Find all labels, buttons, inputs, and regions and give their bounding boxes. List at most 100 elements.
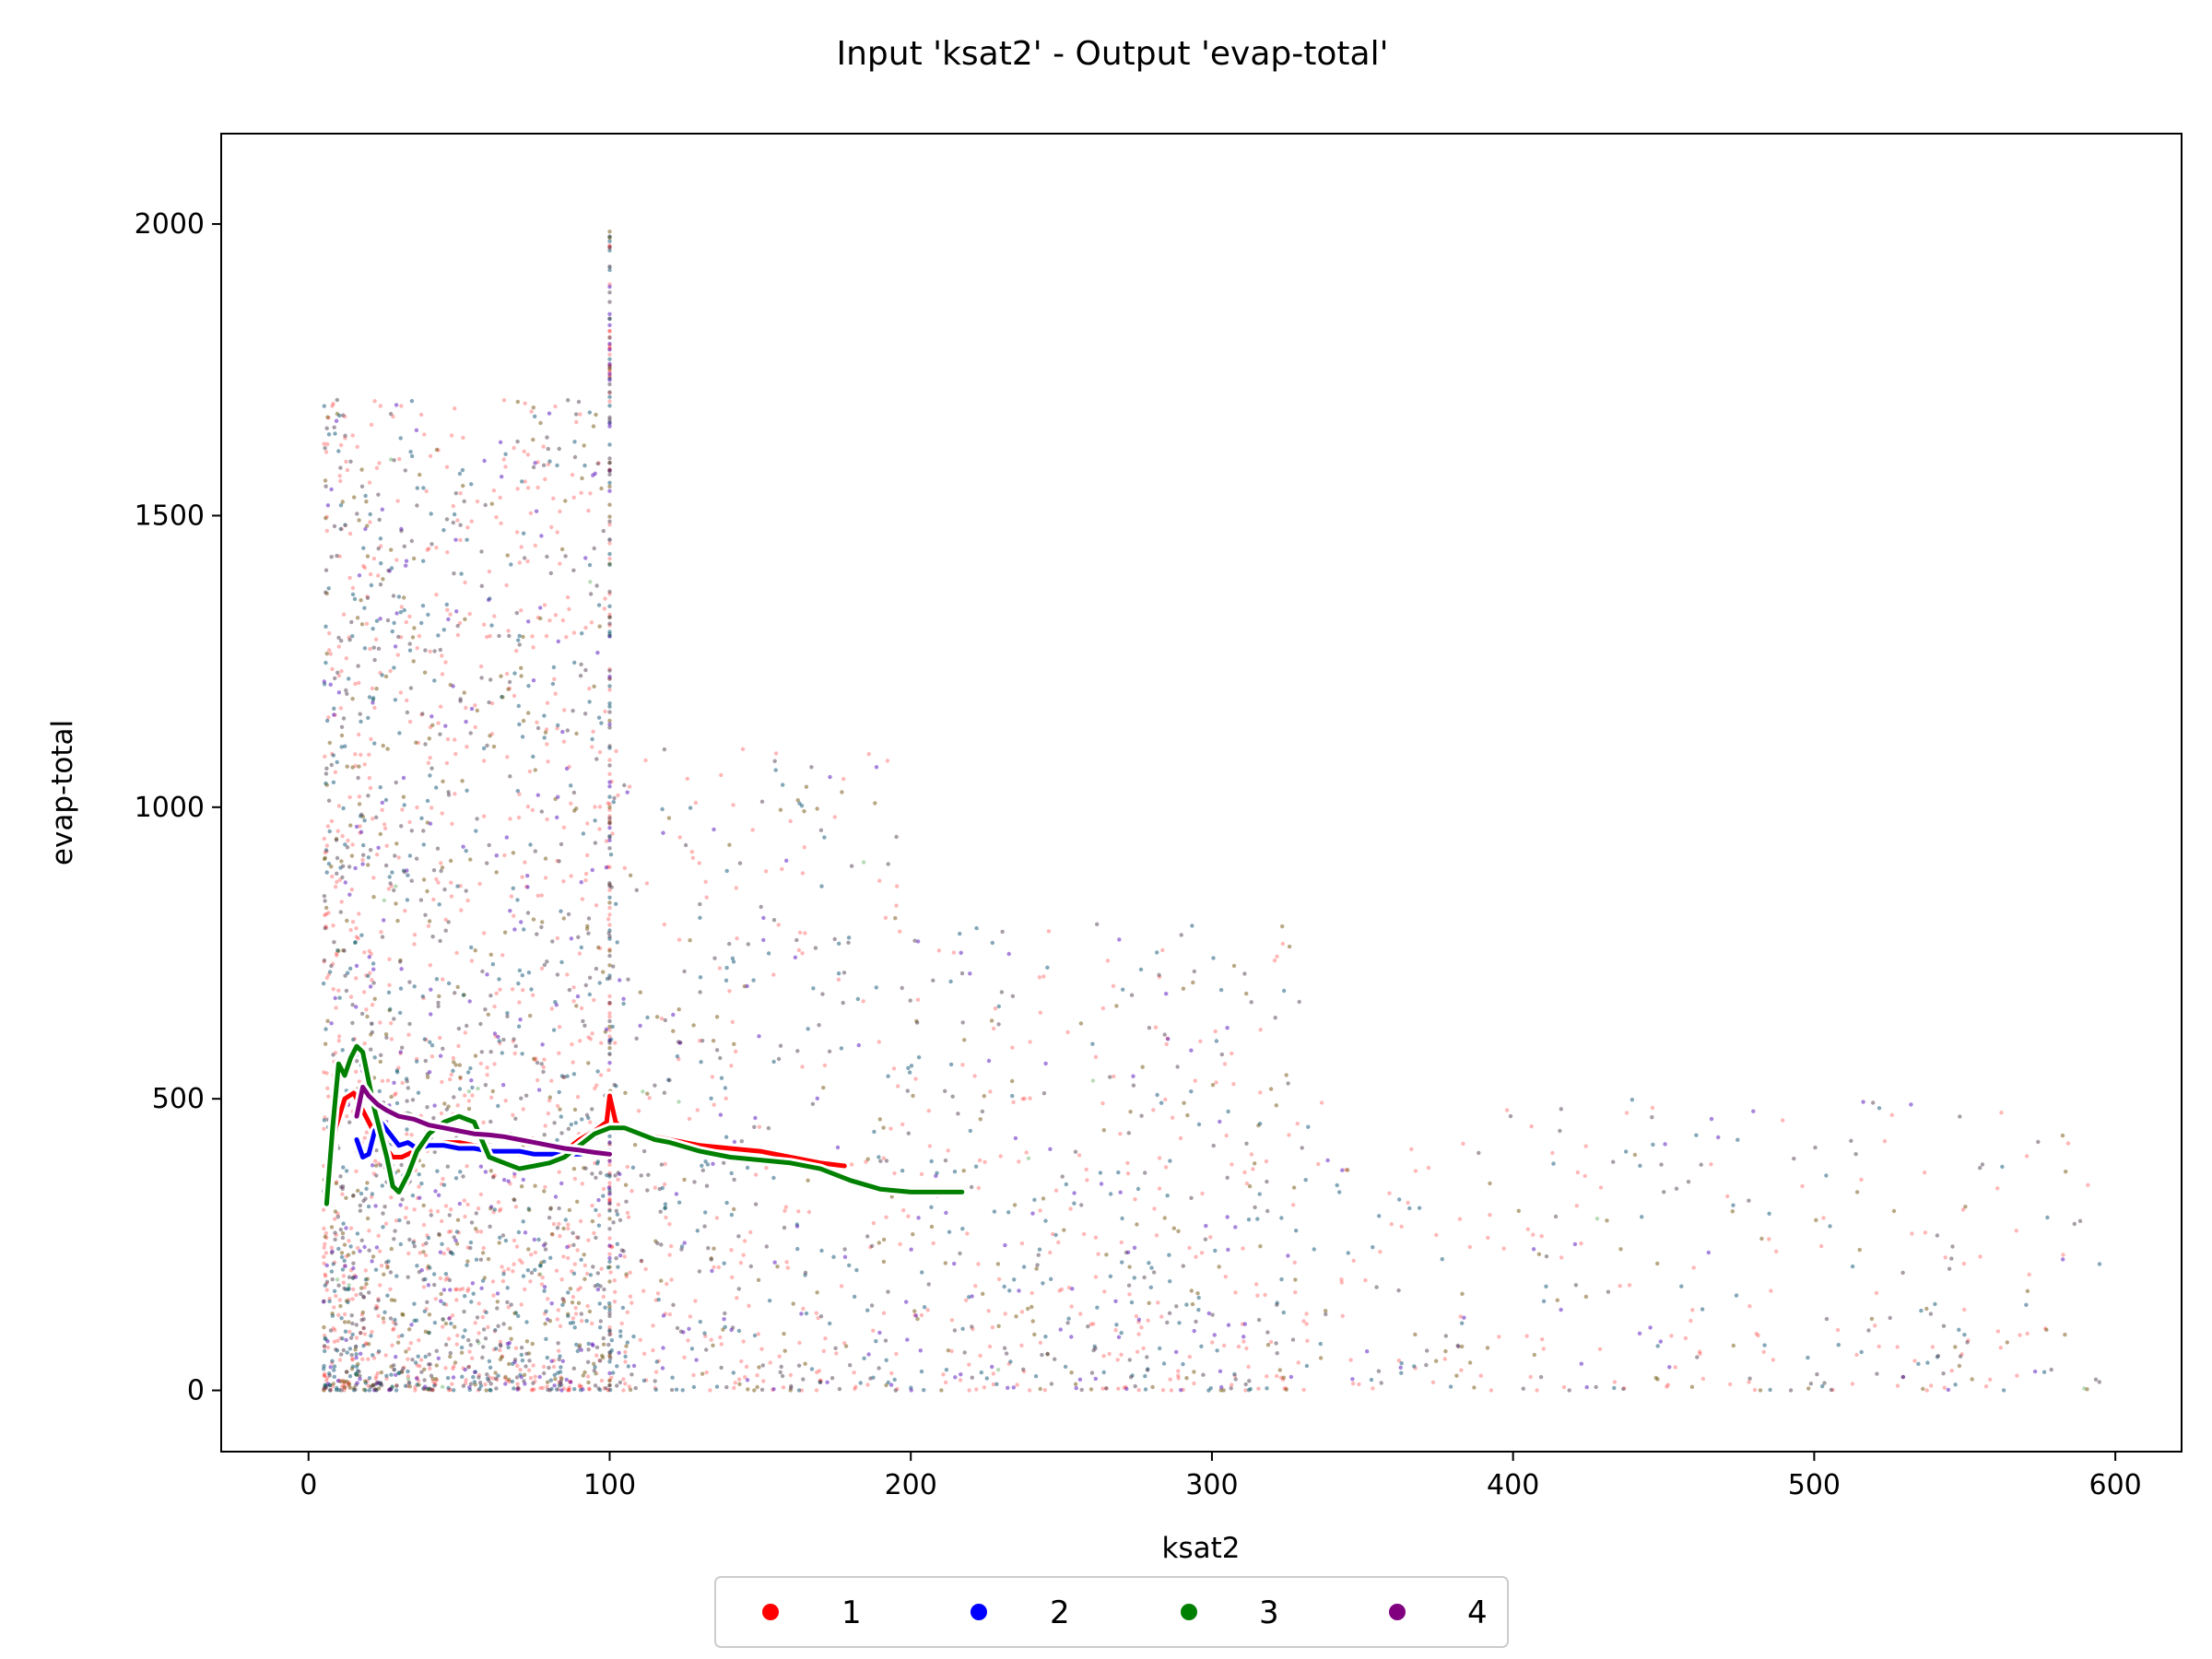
scatter-point bbox=[607, 592, 612, 596]
scatter-point bbox=[1910, 1231, 1914, 1236]
scatter-point bbox=[553, 1376, 558, 1382]
scatter-point bbox=[336, 673, 342, 678]
scatter-point bbox=[430, 1388, 435, 1393]
scatter-point bbox=[378, 831, 382, 837]
scatter-point bbox=[363, 1381, 369, 1385]
scatter-point bbox=[607, 1378, 612, 1383]
scatter-point bbox=[912, 1309, 917, 1313]
scatter-point bbox=[621, 1388, 626, 1393]
scatter-point bbox=[557, 1380, 561, 1384]
scatter-point bbox=[340, 1336, 345, 1341]
scatter-point bbox=[1125, 1171, 1131, 1176]
scatter-point bbox=[576, 1300, 582, 1306]
scatter-point bbox=[616, 1265, 620, 1269]
scatter-point bbox=[1923, 1171, 1927, 1175]
scatter-point bbox=[591, 424, 596, 429]
scatter-point bbox=[583, 625, 588, 630]
scatter-point bbox=[329, 1225, 335, 1230]
scatter-point bbox=[2044, 1327, 2049, 1333]
scatter-point bbox=[374, 1381, 380, 1385]
scatter-point bbox=[653, 1239, 658, 1243]
scatter-point bbox=[1048, 1250, 1053, 1255]
scatter-point bbox=[338, 1303, 343, 1309]
scatter-point bbox=[1497, 1335, 1501, 1339]
scatter-point bbox=[597, 946, 603, 951]
scatter-point bbox=[631, 1334, 636, 1339]
scatter-point bbox=[559, 1375, 563, 1380]
scatter-point bbox=[336, 1312, 341, 1318]
scatter-point bbox=[543, 856, 548, 861]
scatter-point bbox=[482, 1276, 487, 1280]
scatter-point bbox=[510, 1379, 515, 1384]
scatter-point bbox=[515, 1382, 520, 1386]
scatter-point bbox=[560, 618, 566, 623]
scatter-point bbox=[1800, 1183, 1805, 1189]
scatter-point bbox=[949, 1348, 954, 1354]
scatter-point bbox=[505, 755, 510, 759]
scatter-point bbox=[463, 617, 467, 621]
scatter-point bbox=[1440, 1257, 1445, 1262]
scatter-point bbox=[500, 1278, 506, 1284]
scatter-point bbox=[594, 412, 598, 418]
scatter-point bbox=[755, 1384, 759, 1390]
scatter-point bbox=[530, 1341, 535, 1347]
scatter-point bbox=[1988, 1377, 1993, 1382]
scatter-point bbox=[468, 857, 473, 862]
scatter-point bbox=[420, 994, 425, 999]
scatter-point bbox=[607, 612, 612, 617]
scatter-point bbox=[843, 1344, 849, 1348]
scatter-point bbox=[756, 1277, 761, 1283]
scatter-point bbox=[639, 1259, 644, 1264]
scatter-point bbox=[1101, 1354, 1106, 1359]
scatter-point bbox=[454, 1230, 460, 1234]
scatter-point bbox=[329, 818, 335, 824]
scatter-point bbox=[359, 1331, 363, 1335]
scatter-point bbox=[1895, 1383, 1900, 1388]
scatter-point bbox=[366, 715, 371, 721]
scatter-point bbox=[587, 1309, 593, 1314]
scatter-point bbox=[1930, 1345, 1936, 1349]
scatter-point bbox=[736, 1377, 742, 1382]
scatter-point bbox=[491, 1210, 496, 1215]
scatter-point bbox=[866, 752, 871, 757]
scatter-point bbox=[1541, 1347, 1547, 1351]
scatter-point bbox=[626, 1364, 630, 1369]
scatter-point bbox=[1096, 1252, 1100, 1256]
scatter-point bbox=[440, 1384, 445, 1389]
scatter-point bbox=[590, 1321, 594, 1326]
scatter-point bbox=[623, 1354, 628, 1359]
scatter-point bbox=[517, 968, 523, 973]
scatter-point bbox=[389, 1298, 394, 1302]
scatter-point bbox=[1488, 1181, 1492, 1186]
scatter-point bbox=[549, 1231, 555, 1237]
scatter-point bbox=[333, 885, 338, 889]
scatter-point bbox=[632, 1143, 638, 1147]
scatter-point bbox=[1957, 1363, 1962, 1369]
scatter-point bbox=[330, 404, 335, 408]
scatter-point bbox=[324, 1251, 328, 1255]
scatter-point bbox=[357, 764, 361, 769]
scatter-point bbox=[761, 1379, 766, 1383]
scatter-point bbox=[376, 1233, 381, 1239]
scatter-point bbox=[551, 665, 557, 670]
scatter-point bbox=[427, 1330, 431, 1335]
scatter-point bbox=[1152, 1206, 1157, 1211]
scatter-point bbox=[493, 1371, 498, 1375]
scatter-point bbox=[473, 1321, 477, 1325]
scatter-point bbox=[558, 509, 562, 514]
scatter-point bbox=[371, 876, 376, 880]
scatter-point bbox=[1119, 1331, 1124, 1335]
scatter-point bbox=[865, 1157, 870, 1161]
scatter-point bbox=[1230, 1051, 1234, 1056]
scatter-point bbox=[571, 1072, 577, 1077]
scatter-point bbox=[344, 1169, 349, 1173]
scatter-point bbox=[388, 1287, 393, 1292]
scatter-point bbox=[1210, 1340, 1215, 1345]
scatter-point bbox=[495, 1300, 500, 1304]
scatter-point bbox=[1217, 1265, 1221, 1269]
scatter-point bbox=[535, 1077, 540, 1083]
scatter-point bbox=[912, 1309, 917, 1313]
scatter-point bbox=[512, 1197, 516, 1202]
scatter-point bbox=[883, 915, 888, 920]
scatter-point bbox=[323, 912, 327, 918]
